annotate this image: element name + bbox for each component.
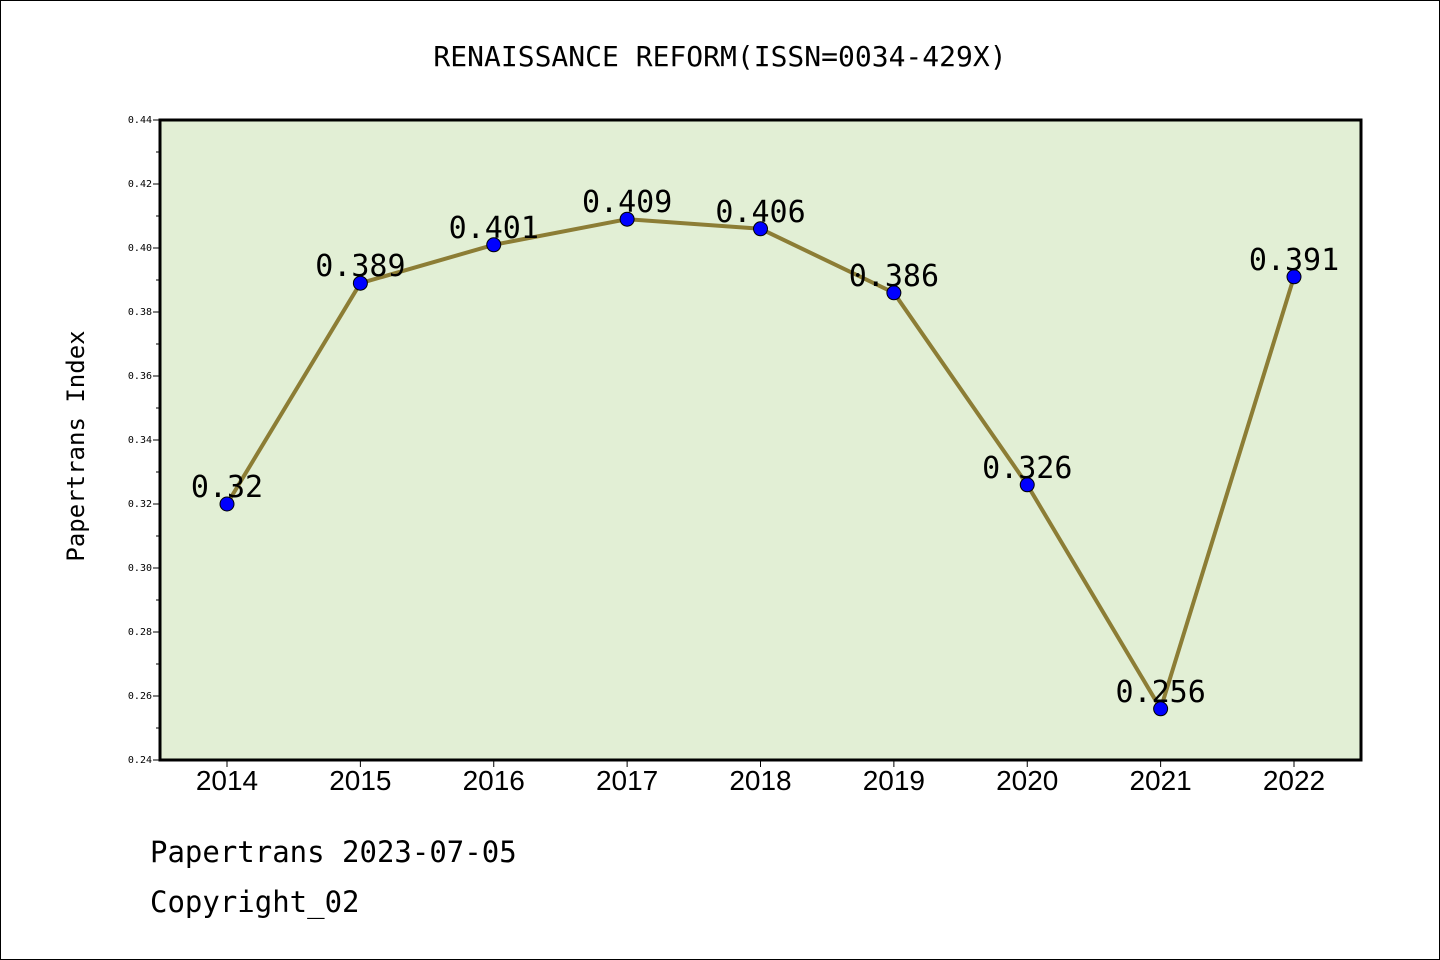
- x-tick-label: 2020: [996, 765, 1058, 796]
- series-group: 0.32 0.389 0.401 0.409 0.406 0.386 0.326 0.256 0…: [191, 185, 1339, 717]
- data-label: 0.32: [191, 470, 263, 505]
- source-date-text: Papertrans 2023-07-05: [150, 835, 517, 869]
- x-tick-label: 2021: [1129, 765, 1191, 796]
- y-tick-label: 0.24: [128, 755, 152, 766]
- data-point: [619, 211, 635, 227]
- y-tick-label: 0.30: [128, 563, 152, 574]
- data-point: [1153, 701, 1169, 717]
- data-point: [753, 221, 768, 237]
- plot-border: [158, 118, 1363, 762]
- data-point: [486, 237, 502, 253]
- y-tick-label: 0.44: [128, 115, 152, 126]
- x-tick-label: 2018: [729, 765, 791, 796]
- data-point: [886, 285, 902, 301]
- y-tick-label: 0.32: [128, 499, 152, 510]
- y-tick-label: 0.40: [128, 243, 152, 254]
- data-label: 0.391: [1249, 243, 1339, 278]
- y-tick-label: 0.26: [128, 691, 152, 702]
- data-point: [219, 496, 235, 512]
- y-tick-label: 0.38: [128, 307, 152, 318]
- x-tick-label: 2014: [196, 765, 258, 796]
- x-axis-ticks: 2014 2015 2016 2017 2018 2019 2020 2021 2022: [196, 760, 1325, 796]
- data-point: [1286, 269, 1302, 285]
- data-label: 0.389: [315, 249, 405, 284]
- y-tick-label: 0.28: [128, 627, 152, 638]
- chart-title: RENAISSANCE REFORM(ISSN=0034-429X): [433, 40, 1006, 73]
- data-label: 0.326: [982, 451, 1072, 486]
- x-tick-label: 2016: [463, 765, 525, 796]
- data-label: 0.401: [449, 211, 539, 246]
- y-axis-label: Papertrans Index: [62, 330, 90, 561]
- x-tick-label: 2017: [596, 765, 658, 796]
- data-label: 0.406: [715, 195, 805, 230]
- data-point: [1019, 477, 1035, 493]
- y-tick-label: 0.42: [128, 179, 152, 190]
- data-label: 0.256: [1115, 675, 1205, 710]
- copyright-text: Copyright_02: [150, 885, 360, 919]
- y-tick-label: 0.36: [128, 371, 152, 382]
- x-tick-label: 2015: [329, 765, 391, 796]
- data-point: [352, 275, 368, 291]
- y-tick-label: 0.34: [128, 435, 152, 446]
- data-label: 0.409: [582, 185, 672, 220]
- x-tick-label: 2022: [1263, 765, 1325, 796]
- y-axis-ticks: 0.24 0.26 0.28 0.30 0.32 0.34 0.36 0.38 0.40 0.42…: [128, 115, 160, 766]
- x-tick-label: 2019: [863, 765, 925, 796]
- data-label: 0.386: [849, 259, 939, 294]
